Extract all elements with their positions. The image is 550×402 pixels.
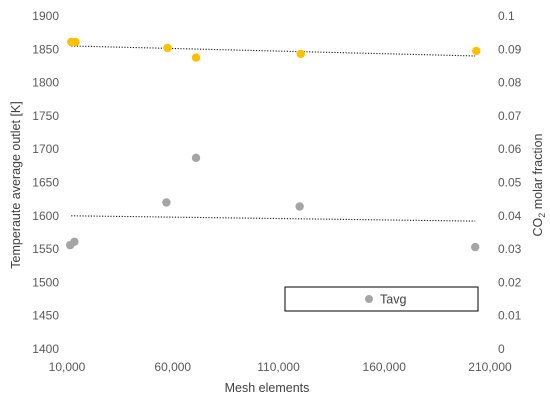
y-left-tick-label: 1600 bbox=[32, 209, 59, 223]
x-tick-labels: 10,000 60,000 110,000 160,000 210,000 bbox=[49, 360, 512, 374]
data-point-series-0 bbox=[191, 153, 201, 163]
data-point-series-1 bbox=[296, 49, 305, 59]
y-left-tick-label: 1450 bbox=[32, 309, 59, 323]
x-tick-label: 110,000 bbox=[257, 360, 300, 374]
y-right-axis-title-subscript: 2 bbox=[537, 213, 547, 218]
data-point-series-1 bbox=[163, 43, 172, 53]
y-left-axis-title: Temperaute average outlet [K] bbox=[9, 101, 23, 268]
y-left-tick-label: 1400 bbox=[32, 342, 59, 356]
legend-marker bbox=[365, 295, 373, 303]
data-point-series-1 bbox=[71, 37, 80, 47]
y-right-tick-label: 0.01 bbox=[498, 309, 522, 323]
data-point-series-0 bbox=[295, 202, 304, 211]
y-right-tick-label: 0.03 bbox=[498, 242, 522, 256]
legend: Tavg bbox=[284, 286, 479, 312]
y-right-axis-title: CO2 molar fraction bbox=[531, 133, 547, 236]
y-right-tick-label: 0.1 bbox=[498, 9, 515, 23]
y-right-axis-title-suffix: molar fraction bbox=[531, 133, 545, 212]
x-tick-label: 210,000 bbox=[468, 360, 512, 374]
y-right-tick-label: 0.07 bbox=[498, 109, 522, 123]
y-left-tick-label: 1800 bbox=[32, 76, 59, 90]
y-left-tick-label: 1850 bbox=[32, 42, 59, 56]
y-right-tick-label: 0 bbox=[498, 342, 505, 356]
y-left-tick-label: 1750 bbox=[32, 109, 59, 123]
x-axis-title: Mesh elements bbox=[225, 381, 310, 395]
y-left-tick-label: 1650 bbox=[32, 176, 59, 190]
x-tick-label: 60,000 bbox=[154, 360, 191, 374]
y-left-tick-label: 1500 bbox=[32, 275, 59, 289]
trendlines bbox=[71, 45, 476, 222]
data-point-series-0 bbox=[70, 237, 79, 246]
y-right-tick-label: 0.02 bbox=[498, 275, 522, 289]
x-tick-label: 160,000 bbox=[363, 360, 407, 374]
y-right-tick-label: 0.08 bbox=[498, 76, 522, 90]
y-left-tick-label: 1550 bbox=[32, 242, 59, 256]
legend-box bbox=[284, 286, 479, 312]
legend-label: Tavg bbox=[380, 293, 406, 307]
trendline-series-1 bbox=[71, 45, 476, 57]
y-right-tick-label: 0.06 bbox=[498, 142, 522, 156]
y-right-tick-label: 0.05 bbox=[498, 176, 522, 190]
x-tick-label: 10,000 bbox=[49, 360, 86, 374]
y-left-tick-label: 1700 bbox=[32, 142, 59, 156]
data-point-series-0 bbox=[162, 198, 171, 207]
y-left-tick-label: 1900 bbox=[32, 9, 59, 23]
data-point-series-0 bbox=[470, 242, 480, 252]
y-left-tick-labels: 1400 1450 1500 1550 1600 1650 1700 1750 1800 1850… bbox=[32, 9, 59, 356]
data-point-series-1 bbox=[472, 46, 481, 56]
y-right-tick-labels: 0 0.01 0.02 0.03 0.04 0.05 0.06 0.07 0.08 0.09 0.1 bbox=[498, 9, 522, 356]
data-points bbox=[65, 37, 481, 252]
y-right-tick-label: 0.04 bbox=[498, 209, 522, 223]
data-point-series-1 bbox=[191, 53, 201, 62]
y-right-axis-title-prefix: CO bbox=[531, 217, 545, 236]
trendline-series-0 bbox=[71, 215, 476, 222]
y-right-tick-label: 0.09 bbox=[498, 42, 522, 56]
